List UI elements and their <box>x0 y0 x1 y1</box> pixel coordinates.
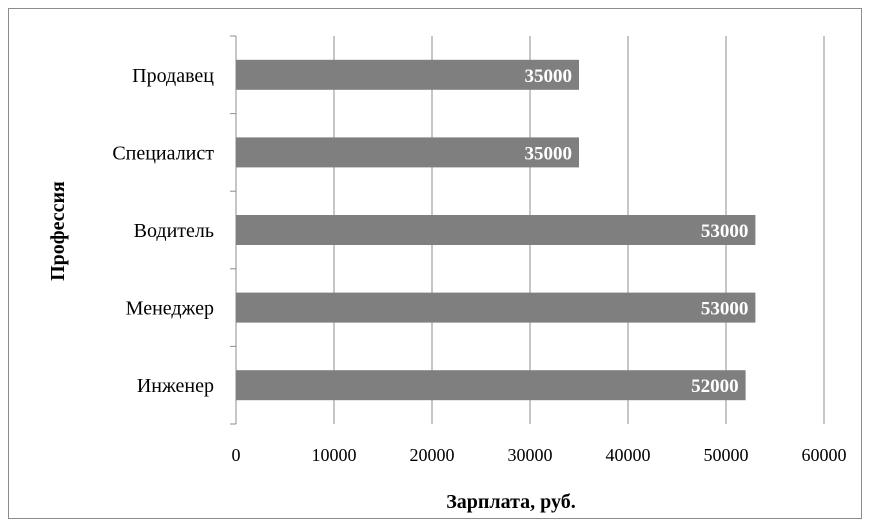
x-axis-title: Зарплата, руб. <box>446 491 576 513</box>
bar-value-label: 35000 <box>525 143 573 164</box>
bar-value-label: 53000 <box>701 299 749 320</box>
chart-area <box>8 8 862 519</box>
x-tick-label: 30000 <box>508 445 553 465</box>
y-category-label: Инженер <box>137 375 214 397</box>
bar <box>236 137 579 168</box>
bars <box>236 59 756 401</box>
labels: 0 10000 20000 30000 40000 50000 60000 35000 Прод… <box>112 65 846 465</box>
bar-value-label: 35000 <box>525 66 573 87</box>
bar-value-label: 52000 <box>691 376 739 397</box>
y-axis <box>230 35 237 425</box>
y-category-label: Специалист <box>112 142 214 164</box>
y-category-label: Водитель <box>134 220 214 242</box>
x-tick-label: 0 <box>232 445 241 465</box>
bar <box>236 370 746 401</box>
x-tick-label: 20000 <box>410 445 455 465</box>
bar <box>236 215 756 245</box>
y-category-label: Продавец <box>132 65 214 87</box>
bar-value-label: 53000 <box>701 221 749 242</box>
x-tick-label: 10000 <box>312 445 357 465</box>
x-tick-label: 50000 <box>704 445 749 465</box>
y-axis-title: Профессия <box>47 181 69 281</box>
y-category-label: Менеджер <box>126 298 214 320</box>
bar <box>236 292 756 323</box>
x-tick-label: 40000 <box>606 445 651 465</box>
bar <box>236 59 579 90</box>
x-tick-label: 60000 <box>802 445 847 465</box>
